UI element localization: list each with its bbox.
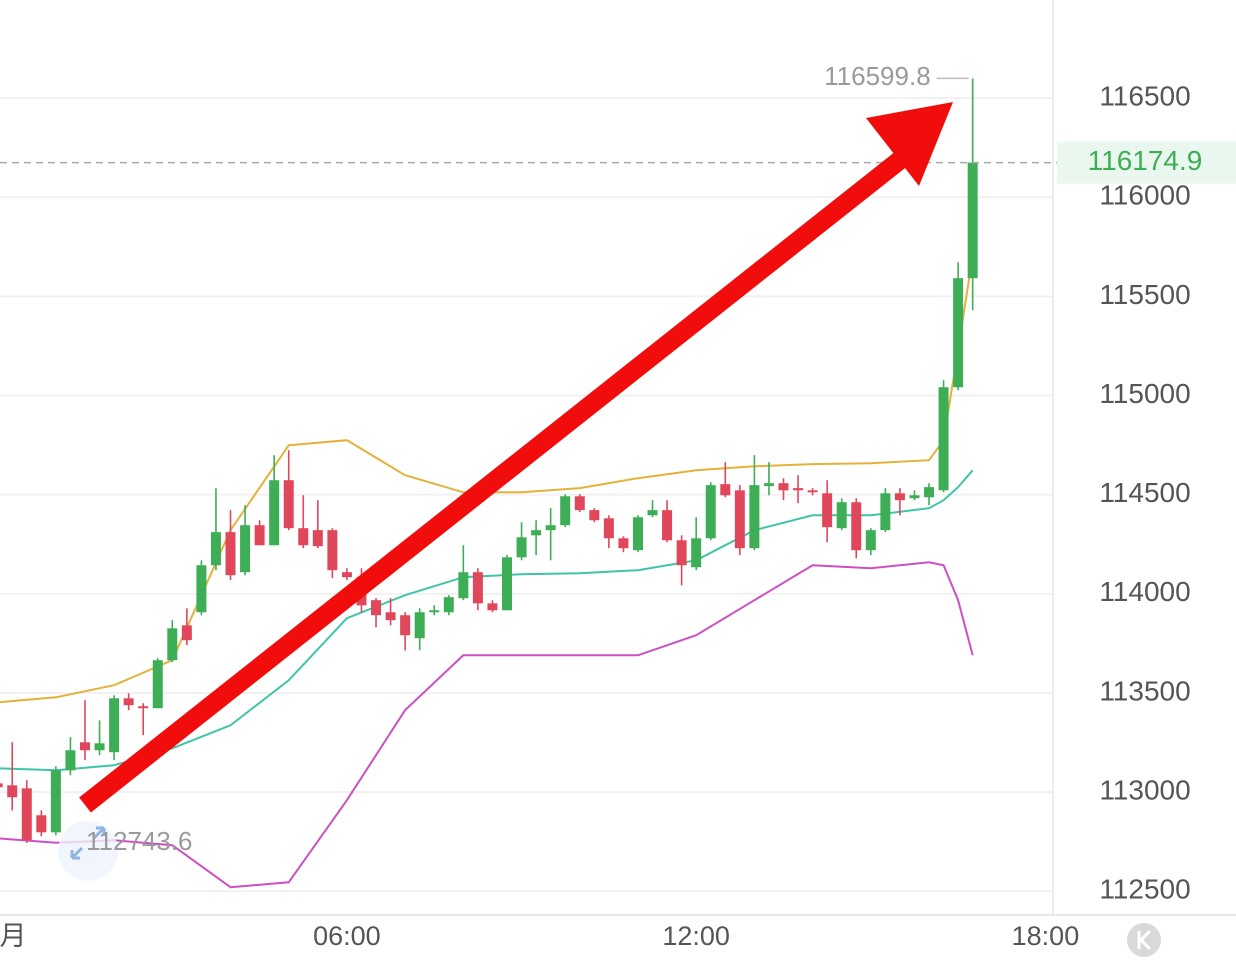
overlay: 116174.9 116599.8 112743.6 <box>0 61 1236 881</box>
candle-body <box>502 557 512 611</box>
candle-body <box>312 530 323 547</box>
range-button[interactable] <box>1127 923 1161 957</box>
candle-body <box>196 565 207 613</box>
candle-body <box>443 597 454 613</box>
candle-body <box>618 538 629 549</box>
candle-body <box>472 572 483 604</box>
candle-body <box>385 612 396 621</box>
candle-body <box>65 750 76 771</box>
x-tick-label: 月 <box>0 921 27 951</box>
candle-body <box>269 480 280 546</box>
last-price-label: 116174.9 <box>1088 145 1203 176</box>
candle-body <box>0 783 3 788</box>
x-tick-label: 12:00 <box>662 921 730 951</box>
candle-body <box>647 510 658 516</box>
candle-body <box>531 530 542 536</box>
candle-body <box>94 743 105 751</box>
band-line <box>0 469 974 772</box>
candle-body <box>240 525 251 573</box>
candle-body <box>458 572 469 599</box>
arrow-shaft <box>79 148 911 813</box>
y-tick-label: 112500 <box>1099 874 1190 905</box>
candle-body <box>254 525 265 546</box>
candle-body <box>400 615 411 636</box>
candle-body <box>560 496 571 526</box>
candle-body <box>691 538 702 568</box>
candle-body <box>138 706 149 709</box>
grid: 112500 113000 113500 114000 114500 115000 1155… <box>0 81 1191 951</box>
candle-body <box>487 603 498 611</box>
candle-body <box>763 483 774 487</box>
candle-body <box>894 493 905 501</box>
candle-body <box>924 487 935 498</box>
button-icon <box>1137 929 1152 951</box>
candle-body <box>822 493 833 528</box>
candle-body <box>283 480 294 529</box>
band-line <box>0 561 974 889</box>
candle-body <box>734 490 745 549</box>
trend-arrow <box>79 102 953 813</box>
y-tick-label: 113000 <box>1099 774 1190 805</box>
candle-body <box>676 540 687 566</box>
candle-body <box>7 785 18 798</box>
candle-body <box>152 660 163 709</box>
candle-body <box>778 483 789 491</box>
min-label: 112743.6 <box>86 826 193 856</box>
candle-body <box>953 278 964 388</box>
candle-body <box>662 510 673 541</box>
candle-body <box>909 495 920 499</box>
y-tick-label: 113500 <box>1099 675 1190 706</box>
candle-body <box>938 387 949 491</box>
candle-body <box>429 610 440 613</box>
candle-body <box>79 742 90 751</box>
candle-body <box>589 510 600 521</box>
candle-body <box>21 788 32 841</box>
y-tick-label: 116500 <box>1099 81 1190 112</box>
candle-body <box>865 530 876 551</box>
y-tick-label: 114000 <box>1099 576 1190 607</box>
candle-body <box>720 484 731 496</box>
candle-body <box>793 488 804 491</box>
candle-body <box>807 490 818 493</box>
candle-body <box>836 502 847 529</box>
candle-body <box>341 572 352 578</box>
x-tick-label: 06:00 <box>313 921 381 951</box>
candle-body <box>574 496 585 511</box>
candle-body <box>749 485 760 549</box>
candle-body <box>632 517 643 551</box>
candle-body <box>851 502 862 551</box>
arrow-head <box>866 102 953 186</box>
candle-body <box>705 485 716 539</box>
candle-body <box>603 518 614 539</box>
y-tick-label: 116000 <box>1099 180 1190 211</box>
candle-body <box>880 493 891 531</box>
y-tick-label: 115000 <box>1099 378 1190 409</box>
y-tick-label: 114500 <box>1099 477 1190 508</box>
candles <box>0 78 978 843</box>
x-tick-label: 18:00 <box>1012 921 1080 951</box>
candle-body <box>516 537 527 558</box>
button-circle[interactable] <box>1127 923 1161 957</box>
min-icon <box>70 826 106 860</box>
candle-body <box>371 600 382 616</box>
candle-body <box>298 528 309 546</box>
last-price-box <box>1057 141 1236 184</box>
y-tick-label: 115500 <box>1099 279 1190 310</box>
candle-body <box>545 525 556 531</box>
candle-body <box>167 628 178 661</box>
candle-body <box>225 532 236 576</box>
candle-body <box>50 770 61 833</box>
max-label: 116599.8 <box>824 61 931 91</box>
candle-body <box>327 530 338 571</box>
candle-body <box>967 162 978 279</box>
candle-body <box>210 532 221 566</box>
candle-body <box>123 698 134 706</box>
candle-body <box>414 612 425 639</box>
candle-body <box>36 815 47 833</box>
candle-body <box>181 625 192 641</box>
candle-body <box>109 698 120 753</box>
